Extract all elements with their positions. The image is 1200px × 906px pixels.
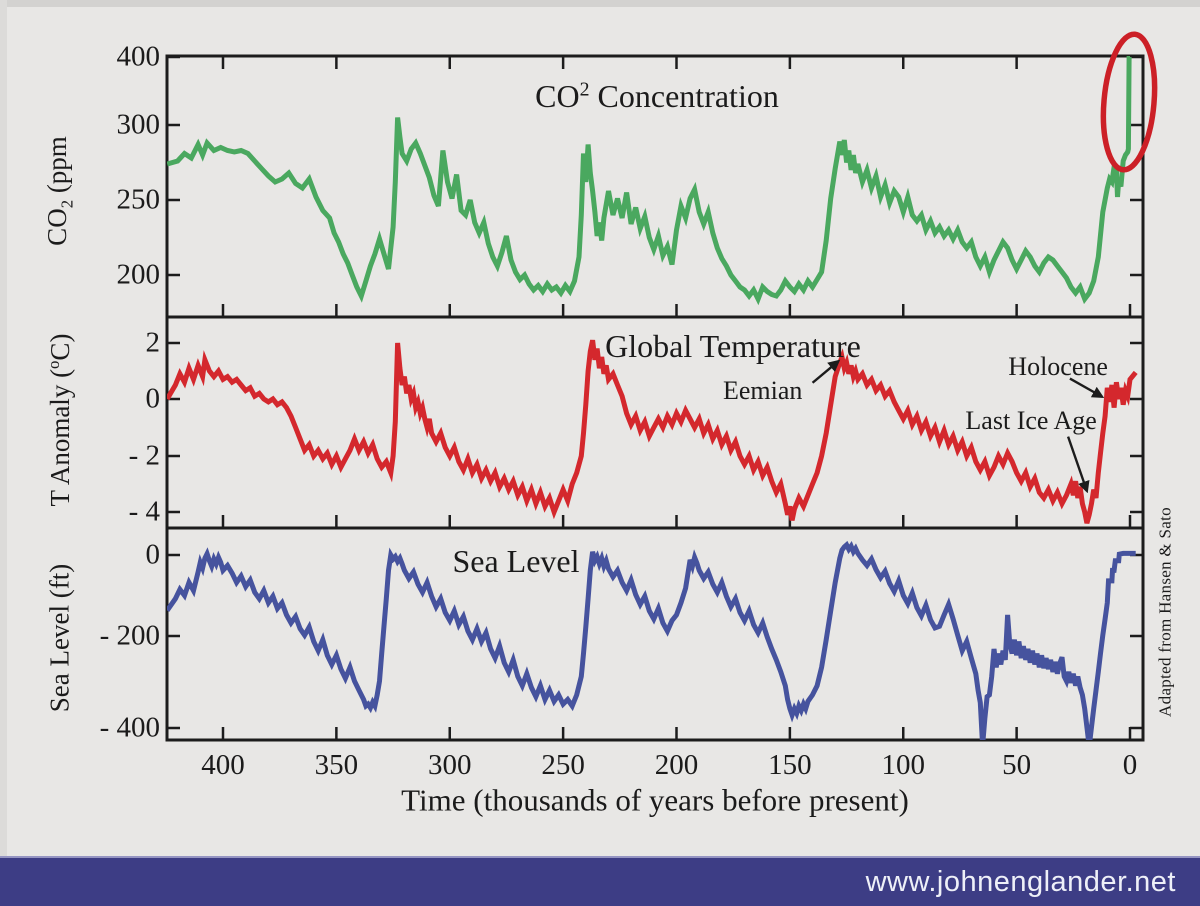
sea-level-panel-title: Sea Level [452,543,580,579]
temperature-series-line [167,339,1138,524]
co2-y-tick-label: 250 [116,183,161,216]
x-tick-label: 300 [428,749,472,781]
website-link[interactable]: www.johnenglander.net [865,865,1176,898]
sea_level-y-tick-label: - 200 [99,619,160,652]
x-tick-label: 100 [881,749,926,781]
sea-level-axis-title: Sea Level (ft) [44,563,75,713]
co2-axis-title: CO2 (ppm [41,136,77,246]
x-tick-label: 0 [1122,749,1138,781]
left-edge-shadow [0,0,7,856]
x-tick-label: 350 [314,749,359,781]
temperature-y-tick-label: 0 [145,382,161,415]
sea_level-y-tick-label: 0 [145,538,161,571]
temperature-y-tick-label: - 4 [128,495,160,528]
x-tick-label: 200 [654,749,699,781]
temperature-axis-title: T Anomaly (oC) [44,333,75,507]
co2-spike-highlight-ellipse [1100,31,1158,173]
sea_level-series-line [167,540,1136,740]
annotation-eemian: Eemian [722,375,803,405]
annotation-arrow [1066,436,1090,494]
temperature-panel-title: Global Temperature [605,328,861,364]
x-tick-label: 400 [201,749,245,781]
annotation-last-ice-age: Last Ice Age [965,405,1097,435]
temperature-y-tick-label: - 2 [128,439,160,472]
x-tick-label: 50 [1002,749,1032,781]
co2-y-tick-label: 400 [116,40,161,73]
co2-y-tick-label: 200 [116,258,161,291]
sea_level-y-tick-label: - 400 [99,711,160,744]
x-tick-label: 150 [768,749,812,781]
annotation-holocene: Holocene [1008,352,1108,382]
annotation-arrow [811,359,841,384]
x-tick-label: 250 [541,749,585,781]
source-credit: Adapted from Hansen & Sato [1155,507,1175,717]
co2-y-tick-label: 300 [116,108,161,141]
footer-bar: www.johnenglander.net [0,856,1200,906]
co2-panel-title: CO2 Concentration [535,78,779,114]
temperature-y-tick-label: 2 [145,326,161,359]
annotation-arrow [1069,377,1105,398]
top-edge-shadow [0,0,1200,7]
x-axis-title: Time (thousands of years before present) [401,782,909,818]
co2-series-line [167,56,1132,306]
